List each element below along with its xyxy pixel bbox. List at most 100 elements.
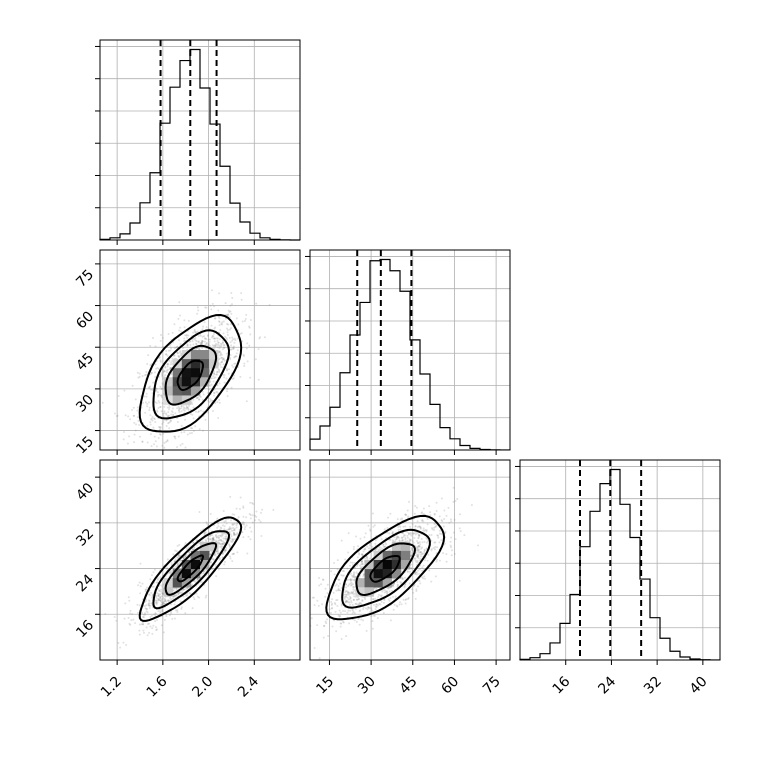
sample-point	[417, 569, 420, 572]
sample-point	[459, 513, 462, 516]
sample-point	[187, 334, 190, 337]
sample-point	[197, 396, 200, 399]
sample-point	[158, 433, 161, 436]
sample-point	[182, 588, 185, 591]
sample-point	[355, 602, 358, 605]
sample-point	[263, 336, 266, 339]
sample-point	[148, 406, 151, 409]
sample-point	[350, 583, 353, 586]
sample-point	[351, 561, 354, 564]
sample-point	[185, 587, 188, 590]
sample-point	[324, 587, 327, 590]
sample-point	[248, 325, 251, 328]
sample-point	[243, 319, 246, 322]
sample-point	[376, 604, 379, 607]
sample-point	[217, 417, 220, 420]
sample-point	[422, 512, 425, 515]
sample-point	[217, 568, 220, 571]
sample-point	[163, 418, 166, 421]
sample-point	[159, 360, 162, 363]
sample-point	[229, 341, 232, 344]
sample-point	[449, 544, 452, 547]
sample-point	[167, 571, 170, 574]
sample-point	[411, 547, 414, 550]
sample-point	[229, 555, 232, 558]
sample-point	[207, 400, 210, 403]
sample-point	[185, 334, 188, 337]
sample-point	[194, 337, 197, 340]
sample-point	[345, 583, 348, 586]
sample-point	[182, 595, 185, 598]
sample-point	[470, 503, 473, 506]
sample-point	[337, 587, 340, 590]
sample-point	[233, 533, 236, 536]
sample-point	[181, 442, 184, 445]
sample-point	[352, 575, 355, 578]
sample-point	[339, 589, 342, 592]
sample-point	[161, 601, 164, 604]
sample-point	[402, 525, 405, 528]
sample-point	[143, 612, 146, 615]
sample-point	[200, 342, 203, 345]
sample-point	[236, 551, 239, 554]
sample-point	[349, 561, 352, 564]
sample-point	[442, 552, 445, 555]
sample-point	[138, 375, 141, 378]
sample-point	[423, 550, 426, 553]
sample-point	[211, 568, 214, 571]
sample-point	[224, 549, 227, 552]
sample-point	[159, 359, 162, 362]
sample-point	[156, 409, 159, 412]
sample-point	[161, 377, 164, 380]
sample-point	[415, 546, 418, 549]
sample-point	[366, 545, 369, 548]
sample-point	[225, 336, 228, 339]
sample-point	[204, 596, 207, 599]
sample-point	[189, 557, 192, 560]
sample-point	[387, 587, 390, 590]
sample-point	[155, 603, 158, 606]
sample-point	[438, 515, 441, 518]
sample-point	[336, 598, 339, 601]
sample-point	[463, 534, 466, 537]
sample-point	[268, 303, 271, 306]
sample-point	[232, 522, 235, 525]
sample-point	[184, 555, 187, 558]
sample-point	[160, 588, 163, 591]
sample-point	[212, 537, 215, 540]
sample-point	[159, 433, 162, 436]
sample-point	[175, 481, 177, 483]
sample-point	[166, 567, 169, 570]
sample-point	[415, 506, 418, 509]
x-tick-label: 16	[550, 673, 574, 697]
sample-point	[338, 589, 341, 592]
sample-point	[392, 583, 395, 586]
sample-point	[225, 367, 228, 370]
sample-point	[400, 536, 403, 539]
sample-point	[171, 617, 174, 620]
sample-point	[421, 552, 424, 555]
sample-point	[235, 355, 238, 358]
sample-point	[355, 620, 358, 623]
sample-point	[205, 326, 208, 329]
sample-point	[405, 514, 408, 517]
sample-point	[434, 545, 437, 548]
sample-point	[201, 398, 204, 401]
sample-point	[349, 603, 352, 606]
sample-point	[220, 345, 223, 348]
sample-point	[242, 505, 245, 508]
sample-point	[235, 524, 238, 527]
sample-point	[391, 584, 394, 587]
sample-point	[352, 574, 355, 577]
sample-point	[361, 562, 364, 565]
sample-point	[133, 433, 136, 436]
sample-point	[230, 540, 233, 543]
sample-point	[221, 552, 224, 555]
sample-point	[328, 608, 331, 611]
sample-point	[225, 352, 228, 355]
sample-point	[318, 576, 321, 579]
sample-point	[438, 559, 441, 562]
sample-point	[249, 319, 252, 322]
sample-point	[217, 535, 220, 538]
sample-point	[421, 519, 424, 522]
